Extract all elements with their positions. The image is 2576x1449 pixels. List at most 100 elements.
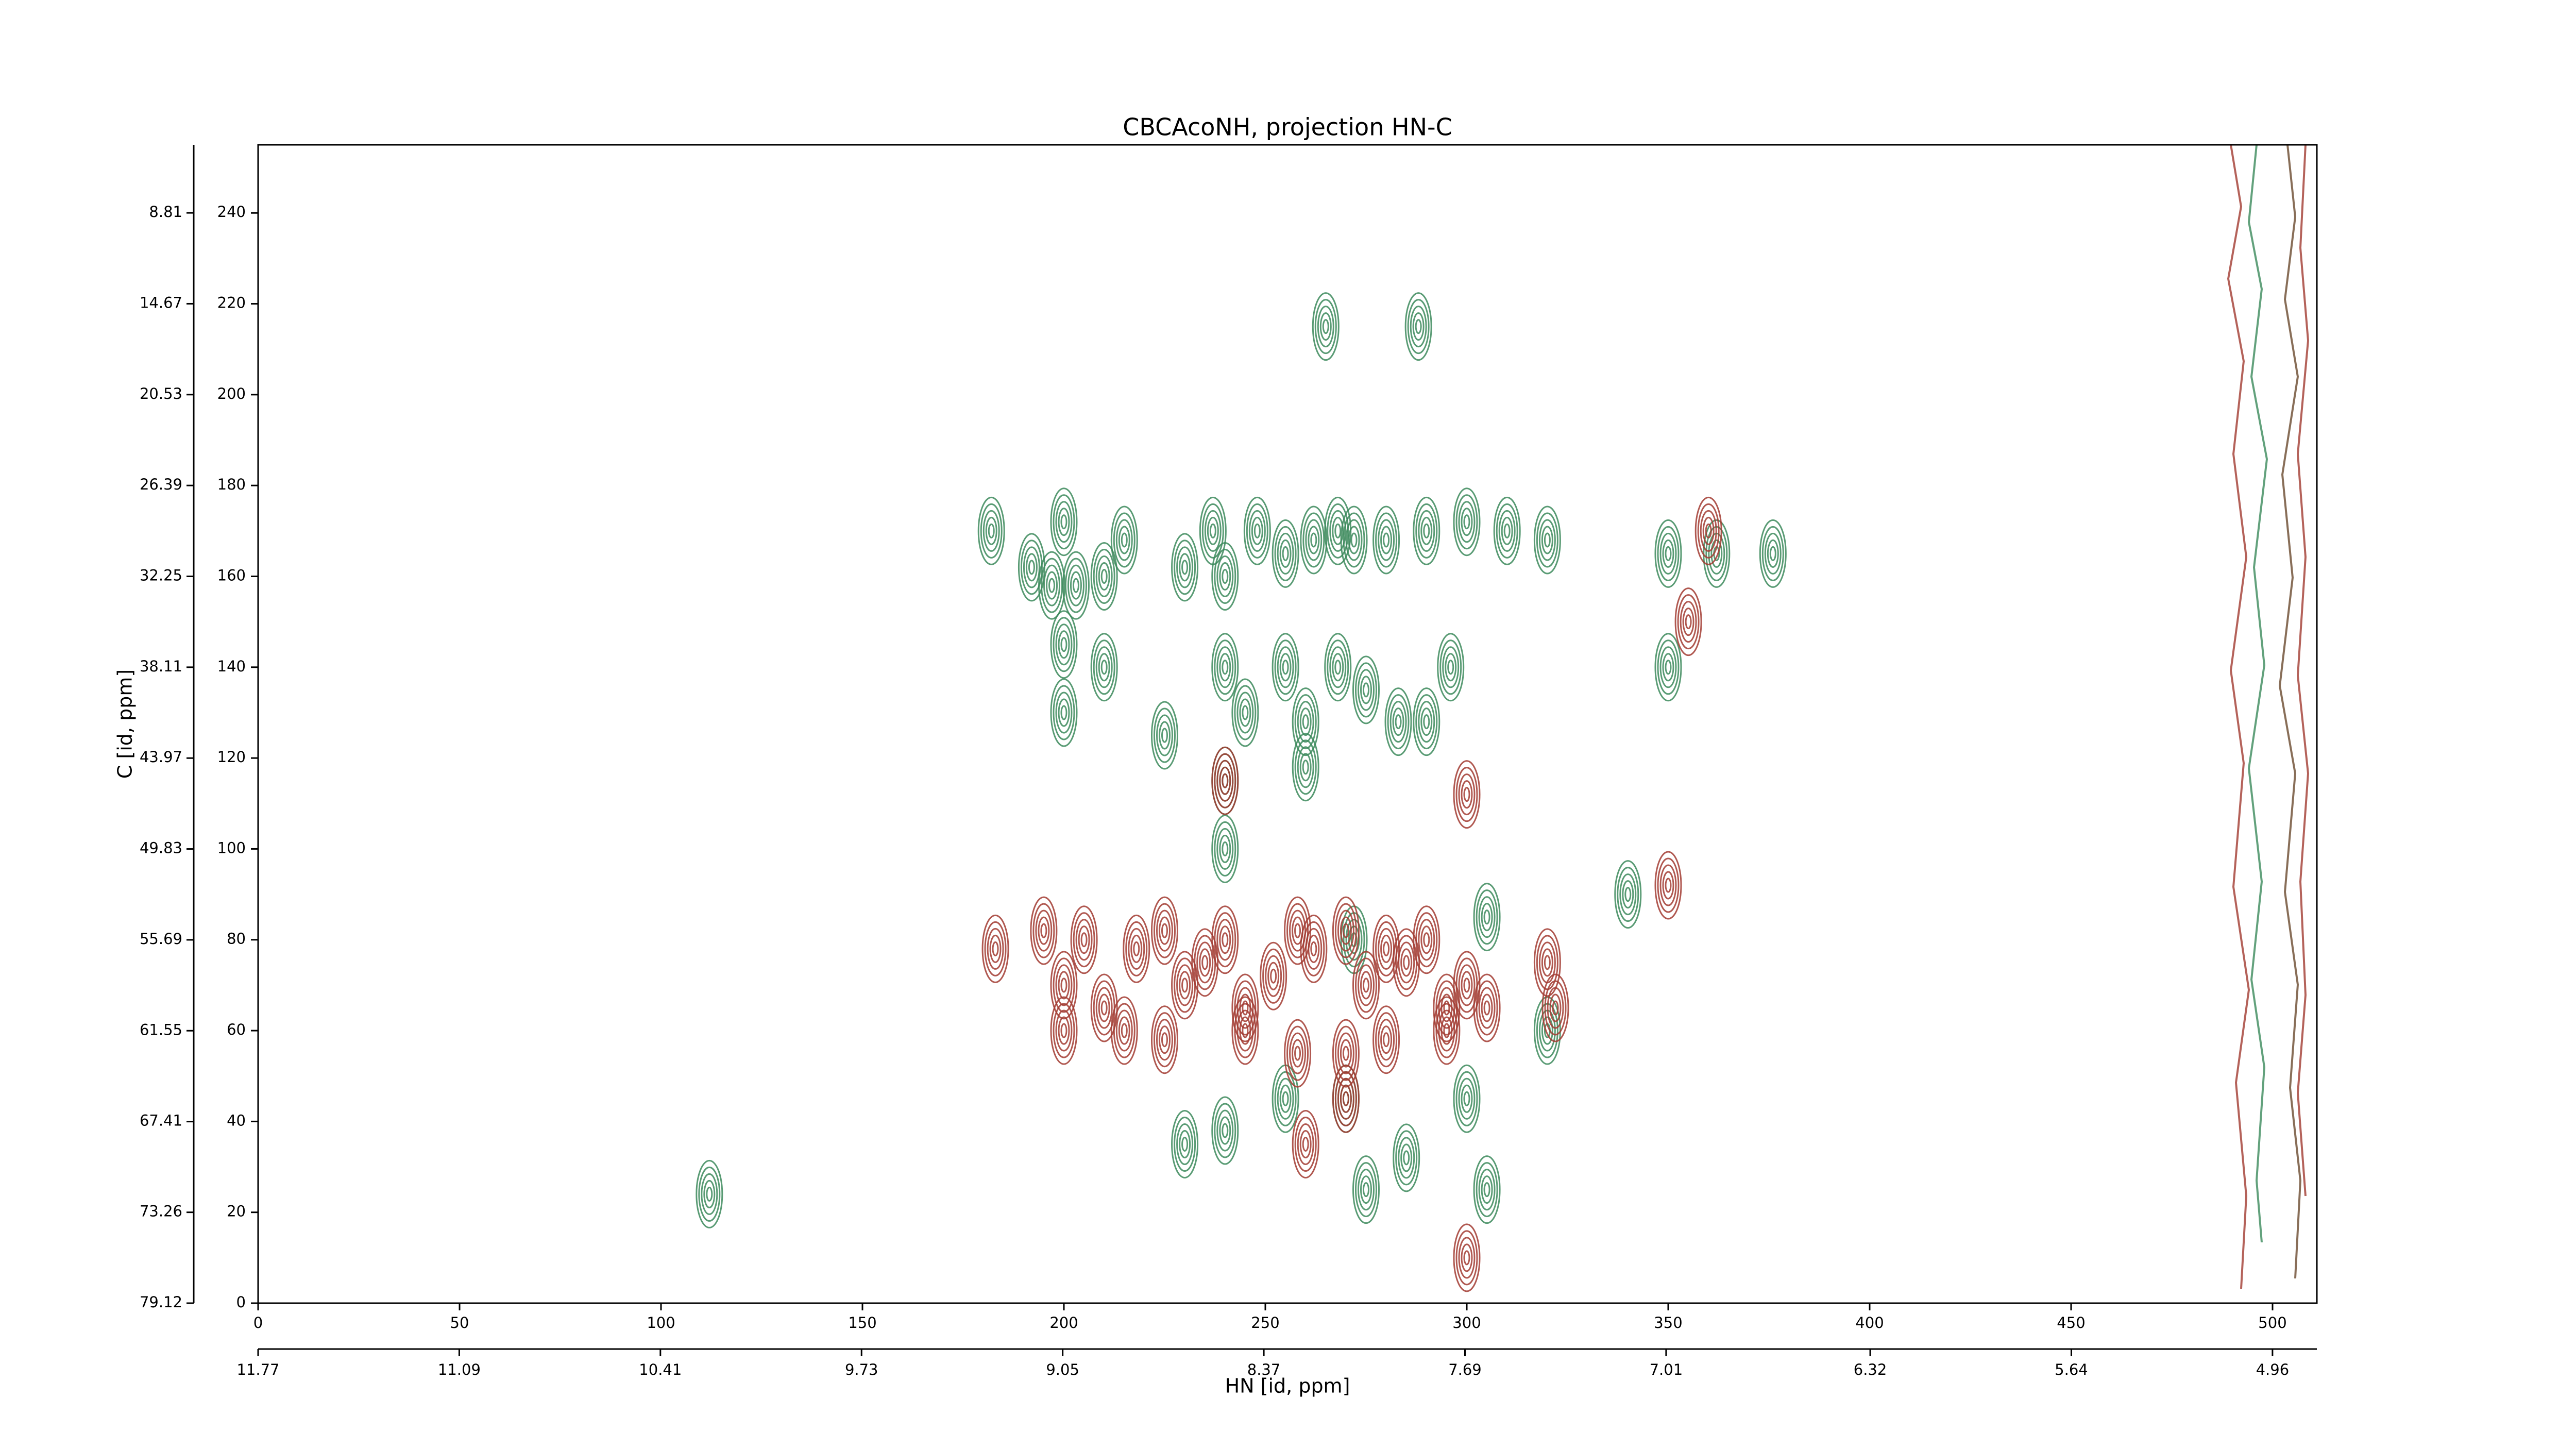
contour-ring: [1343, 512, 1365, 568]
contour-ring: [1279, 539, 1292, 568]
contour-ring: [1375, 1012, 1398, 1068]
contour-ring: [1231, 996, 1259, 1065]
contour-ring: [1445, 653, 1457, 682]
contour-ring: [1483, 1000, 1490, 1016]
contour-ring: [1617, 867, 1639, 922]
contour-ring: [1455, 494, 1478, 550]
contour-ring: [1058, 630, 1070, 659]
contour-ring: [1337, 909, 1354, 952]
y2-tick-label: 8.81: [149, 203, 182, 221]
contour-ring: [1282, 1091, 1289, 1106]
contour-ring: [1095, 987, 1113, 1029]
y-tick-label: 0: [236, 1293, 246, 1311]
contour-ring: [1439, 639, 1462, 695]
contour-ring: [1216, 555, 1234, 597]
contour-ring: [1375, 512, 1398, 568]
contour-ring: [1181, 1136, 1189, 1152]
y-tick-label: 40: [227, 1111, 246, 1129]
x2-tick-label: 11.09: [438, 1361, 481, 1378]
contour-ring: [1095, 646, 1113, 688]
chart-title: CBCAcoNH, projection HN-C: [1123, 113, 1452, 141]
y2-tick-label: 79.12: [140, 1293, 182, 1311]
x-tick-label: 250: [1251, 1314, 1279, 1332]
contour-ring: [701, 1173, 718, 1215]
contour-ring: [1544, 532, 1551, 548]
contour-ring: [1286, 1025, 1309, 1081]
contour-ring: [985, 516, 997, 545]
contour-ring: [1234, 1003, 1257, 1058]
contour-ring: [1098, 653, 1110, 682]
contour-ring: [1279, 653, 1292, 682]
contour-ring: [1070, 905, 1098, 974]
contour-ring: [1211, 1096, 1239, 1165]
contour-ring: [1171, 533, 1199, 602]
contour-ring: [1481, 1175, 1493, 1204]
contour-ring: [1211, 814, 1239, 883]
contour-ring: [1110, 996, 1138, 1065]
contour-ring: [1274, 639, 1297, 695]
contour-ring: [1665, 546, 1672, 561]
y-tick-label: 240: [217, 203, 246, 221]
contour-ring: [1058, 1016, 1070, 1045]
contour-ring: [1272, 1064, 1299, 1133]
contour-ring: [1270, 968, 1277, 984]
contour-ring: [1222, 773, 1229, 788]
contour-ring: [1234, 980, 1257, 1036]
contour-ring: [1211, 633, 1239, 702]
contour-ring: [1158, 721, 1171, 750]
contour-ring: [1299, 753, 1312, 782]
contour-ring: [1662, 653, 1674, 682]
contour-ring: [1380, 934, 1393, 963]
contour-ring: [1060, 978, 1067, 993]
contour-ring: [1413, 905, 1440, 974]
contour-ring: [1372, 506, 1400, 575]
contour-ring: [1234, 685, 1257, 740]
contour-ring: [1437, 633, 1465, 702]
contour-ring: [1231, 973, 1259, 1042]
contour-ring: [1050, 610, 1078, 679]
contour-ring: [1317, 306, 1334, 348]
x2-tick-label: 7.69: [1448, 1361, 1482, 1378]
contour-ring: [1239, 698, 1251, 727]
contour-ring: [1305, 928, 1323, 970]
contour-ring: [1055, 964, 1073, 1006]
contour-ring: [1158, 916, 1171, 945]
contour-ring: [1115, 1009, 1133, 1052]
contour-ring: [1292, 733, 1319, 802]
y-tick-label: 120: [217, 748, 246, 766]
y-axis-label: C [id, ppm]: [114, 669, 137, 779]
contour-ring: [1392, 707, 1404, 736]
contour-ring: [1657, 639, 1680, 695]
contour-ring: [1121, 532, 1128, 548]
contour-ring: [1158, 1025, 1171, 1054]
contour-ring: [1282, 546, 1289, 561]
contour-ring: [1473, 883, 1501, 952]
contour-ring: [1764, 532, 1782, 575]
contour-ring: [1219, 562, 1231, 591]
contour-ring: [1541, 948, 1553, 977]
contour-ring: [1420, 925, 1433, 954]
contour-ring: [977, 496, 1005, 565]
contour-ring: [1302, 512, 1325, 568]
contour-ring: [1372, 1005, 1400, 1074]
contour-ring: [1219, 1116, 1231, 1145]
contour-ring: [1176, 546, 1194, 588]
plot-frame: [257, 144, 2318, 1304]
contour-ring: [1073, 912, 1095, 968]
contour-ring: [1214, 639, 1236, 695]
contour-ring: [1458, 1237, 1476, 1279]
contour-ring: [1297, 746, 1314, 788]
contour-ring: [1463, 514, 1470, 530]
contour-ring: [1380, 1025, 1393, 1054]
contour-ring: [1357, 1169, 1375, 1211]
contour-ring: [1179, 971, 1191, 1000]
contour-ring: [1130, 934, 1143, 963]
contour-ring: [1053, 617, 1075, 672]
contour-ring: [1093, 639, 1115, 695]
contour-ring: [1216, 828, 1234, 870]
contour-ring: [1209, 523, 1216, 538]
contour-ring: [1342, 1046, 1349, 1061]
contour-ring: [1297, 701, 1314, 743]
contour-ring: [1236, 692, 1254, 734]
contour-ring: [1415, 503, 1438, 559]
